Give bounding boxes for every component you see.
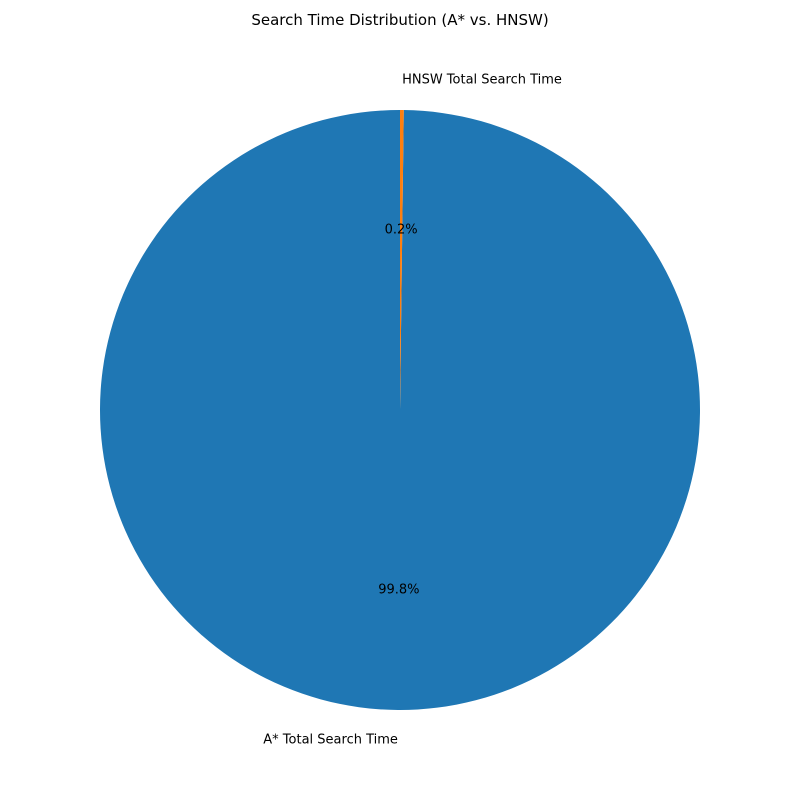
- chart-title: Search Time Distribution (A* vs. HNSW): [251, 11, 549, 29]
- slice-percent-1: 0.2%: [385, 223, 418, 238]
- slice-percent-0: 99.8%: [378, 582, 419, 597]
- slice-label-1: HNSW Total Search Time: [402, 73, 562, 88]
- pie-labels: A* Total Search Time 99.8% HNSW Total Sear…: [263, 73, 562, 748]
- pie-slice-0: [99, 110, 700, 710]
- pie-slices: [99, 110, 700, 710]
- slice-label-0: A* Total Search Time: [263, 732, 398, 747]
- pie-slice-1: [400, 110, 404, 410]
